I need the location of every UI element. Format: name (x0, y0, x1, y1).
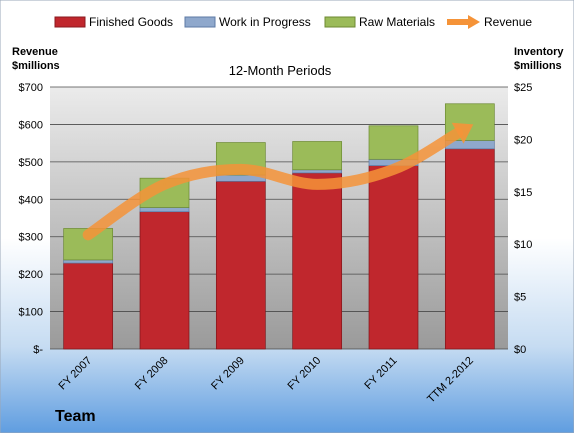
left-axis-ticks: $- $100 $200 $300 $400 $500 $600 $700 (19, 82, 44, 356)
bar-work-in-progress (63, 259, 114, 264)
revenue-point (468, 125, 471, 128)
bar-finished-goods (139, 211, 190, 350)
legend-swatch-work-in-progress (184, 16, 216, 28)
revenue-point (392, 168, 395, 171)
bar-stack (139, 177, 190, 350)
left-tick-label: $300 (19, 232, 43, 244)
right-tick-label: $5 (514, 292, 526, 304)
legend-swatch-finished-goods (54, 16, 86, 28)
revenue-point (87, 233, 90, 236)
revenue-point (239, 168, 242, 171)
right-tick-label: $25 (514, 82, 532, 94)
legend-swatch-raw-materials (324, 16, 356, 28)
bar-stack (292, 141, 343, 350)
bar-stack (368, 125, 419, 350)
bar-finished-goods (292, 172, 343, 350)
left-tick-label: $100 (19, 307, 43, 319)
left-tick-label: $700 (19, 82, 43, 94)
left-tick-label: $600 (19, 119, 43, 131)
legend-swatch-revenue (447, 15, 480, 29)
left-tick-label: $500 (19, 157, 43, 169)
plot-area (50, 87, 508, 349)
right-tick-label: $20 (514, 134, 532, 146)
right-tick-label: $0 (514, 344, 526, 356)
right-axis-ticks: $0 $5 $10 $15 $20 $25 (514, 82, 532, 356)
bar-stack (63, 228, 114, 350)
left-tick-label: $200 (19, 269, 43, 281)
right-axis-title-line2: $millions (514, 60, 562, 72)
legend-label-finished-goods: Finished Goods (89, 15, 173, 29)
bar-raw-materials (292, 141, 343, 171)
bar-raw-materials (368, 125, 419, 160)
right-tick-label: $15 (514, 187, 532, 199)
right-tick-label: $10 (514, 239, 532, 251)
bar-stack (215, 142, 266, 350)
legend: Finished Goods Work in Progress Raw Mate… (54, 15, 532, 29)
bar-series (63, 103, 495, 350)
legend-label-raw-materials: Raw Materials (359, 15, 435, 29)
chart-subtitle: 12-Month Periods (229, 63, 332, 78)
bar-finished-goods (368, 165, 419, 350)
bar-work-in-progress (292, 169, 343, 174)
bar-finished-goods (444, 148, 495, 350)
revenue-point (316, 183, 319, 186)
bar-finished-goods (63, 262, 114, 350)
grid-lines (50, 86, 508, 350)
revenue-arrowhead (451, 122, 474, 144)
left-axis-title-line2: $millions (12, 60, 60, 72)
legend-label-revenue: Revenue (484, 15, 532, 29)
bar-work-in-progress (139, 207, 190, 213)
left-axis-title-line1: Revenue (12, 46, 58, 58)
company-name: Team (55, 408, 96, 425)
legend-label-work-in-progress: Work in Progress (219, 15, 311, 29)
revenue-line-layer (82, 122, 474, 241)
revenue-line (82, 127, 464, 241)
bar-finished-goods (215, 180, 266, 350)
left-tick-label: $- (33, 344, 43, 356)
left-tick-label: $400 (19, 194, 43, 206)
revenue-point (163, 183, 166, 186)
right-axis-title-line1: Inventory (514, 46, 564, 58)
